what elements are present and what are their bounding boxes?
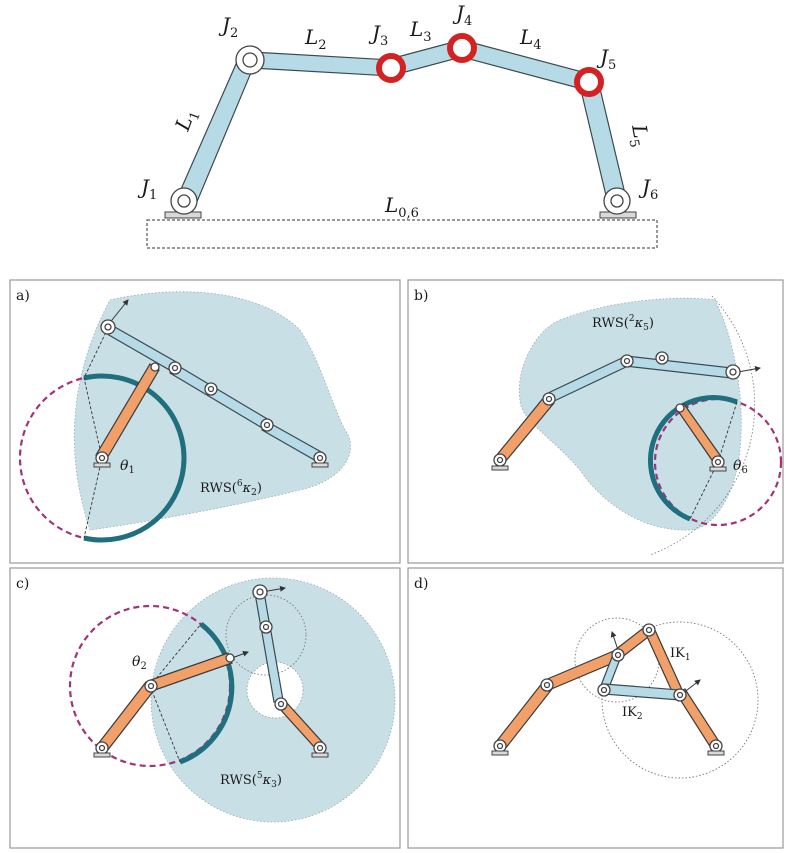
panel-d-ik2-label: IK2 [622,705,643,722]
panel-a-teal-arc [83,373,187,543]
panel-b-frame [407,279,784,564]
panel-d-ik1-label: IK1 [670,646,691,663]
panel-b-arrow [737,365,761,373]
link-2 [251,51,393,77]
panel-b-teal-arc [647,394,738,522]
panel-c-bound-line-1 [149,623,202,687]
top-mechanism: J2 J3 J4 J5 J1 J6 L2 L3 L4 L1 L5 L0,6 [137,1,658,249]
panel-b-reachable-region [518,297,742,531]
panel-a-bound-line-3 [83,327,109,379]
panel-a-bound-line-2 [83,457,103,539]
panel-d: d) IK1 IK2 [414,576,759,779]
panel-a-bound-line-1 [83,377,103,459]
panel-c-theta: θ2 [132,654,147,672]
label-j1: J1 [137,175,157,203]
label-l4: L4 [519,25,542,53]
link-5 [579,79,627,205]
joint-j5-active [574,67,604,97]
panel-a-rws-label: RWS(6κ2) [200,479,262,498]
panel-c-joints [93,584,329,758]
joint-j2 [235,45,265,75]
panel-b-tag: b) [414,288,428,304]
joint-j1 [170,187,198,215]
panel-b-theta: θ6 [733,458,748,476]
label-l2: L2 [304,25,327,53]
panel-a-theta: θ1 [120,458,135,476]
panel-c-arrow-1 [231,650,249,659]
label-l5: L5 [623,122,654,149]
panel-b-rws-label: RWS(2κ5) [592,314,654,333]
label-j5: J5 [596,45,616,73]
panel-d-orange-link-1 [495,681,553,750]
panel-d-blue-link-2 [602,683,681,701]
panel-c-frame [9,567,401,849]
label-l06: L0,6 [384,193,419,221]
label-l3: L3 [409,17,432,45]
label-j6: J6 [638,175,658,203]
panel-d-tag: d) [414,576,428,592]
panel-a: a) θ1 RWS(6κ2) [16,288,351,543]
panel-b: b) θ6 RWS(2κ5) [414,288,783,556]
joint-j3-active [376,53,406,83]
panel-c-tag: c) [16,576,29,592]
panel-c-bound-line-2 [149,685,181,763]
label-j2: J2 [218,13,238,41]
panel-c-orange-link-1 [97,681,156,752]
panel-a-tag: a) [16,288,30,304]
ground-link-box [146,219,658,249]
panel-d-frame [407,567,784,849]
panel-b-joints [491,351,741,472]
panel-b-outer-arc [649,295,756,556]
panel-d-arrow-2 [610,631,619,651]
panel-c-dotted-circle [225,594,307,676]
panel-c-teal-arc [179,622,235,765]
panel-a-joints [93,319,329,468]
panel-a-frame [9,279,401,564]
panel-c-rws-label: RWS(5κ3) [220,771,282,790]
panel-b-dashed-circle [653,397,783,527]
label-l1: L1 [170,105,204,136]
joint-j6 [603,187,631,215]
joint-j4-active [447,33,477,63]
panel-b-bound-line-1 [717,401,738,463]
label-j4: J4 [452,1,472,29]
label-j3: J3 [368,21,388,49]
panel-d-dotted-circle-2 [601,621,759,779]
panel-d-joints [491,623,725,756]
panel-c: c) θ2 RWS(5κ3) [16,576,396,823]
